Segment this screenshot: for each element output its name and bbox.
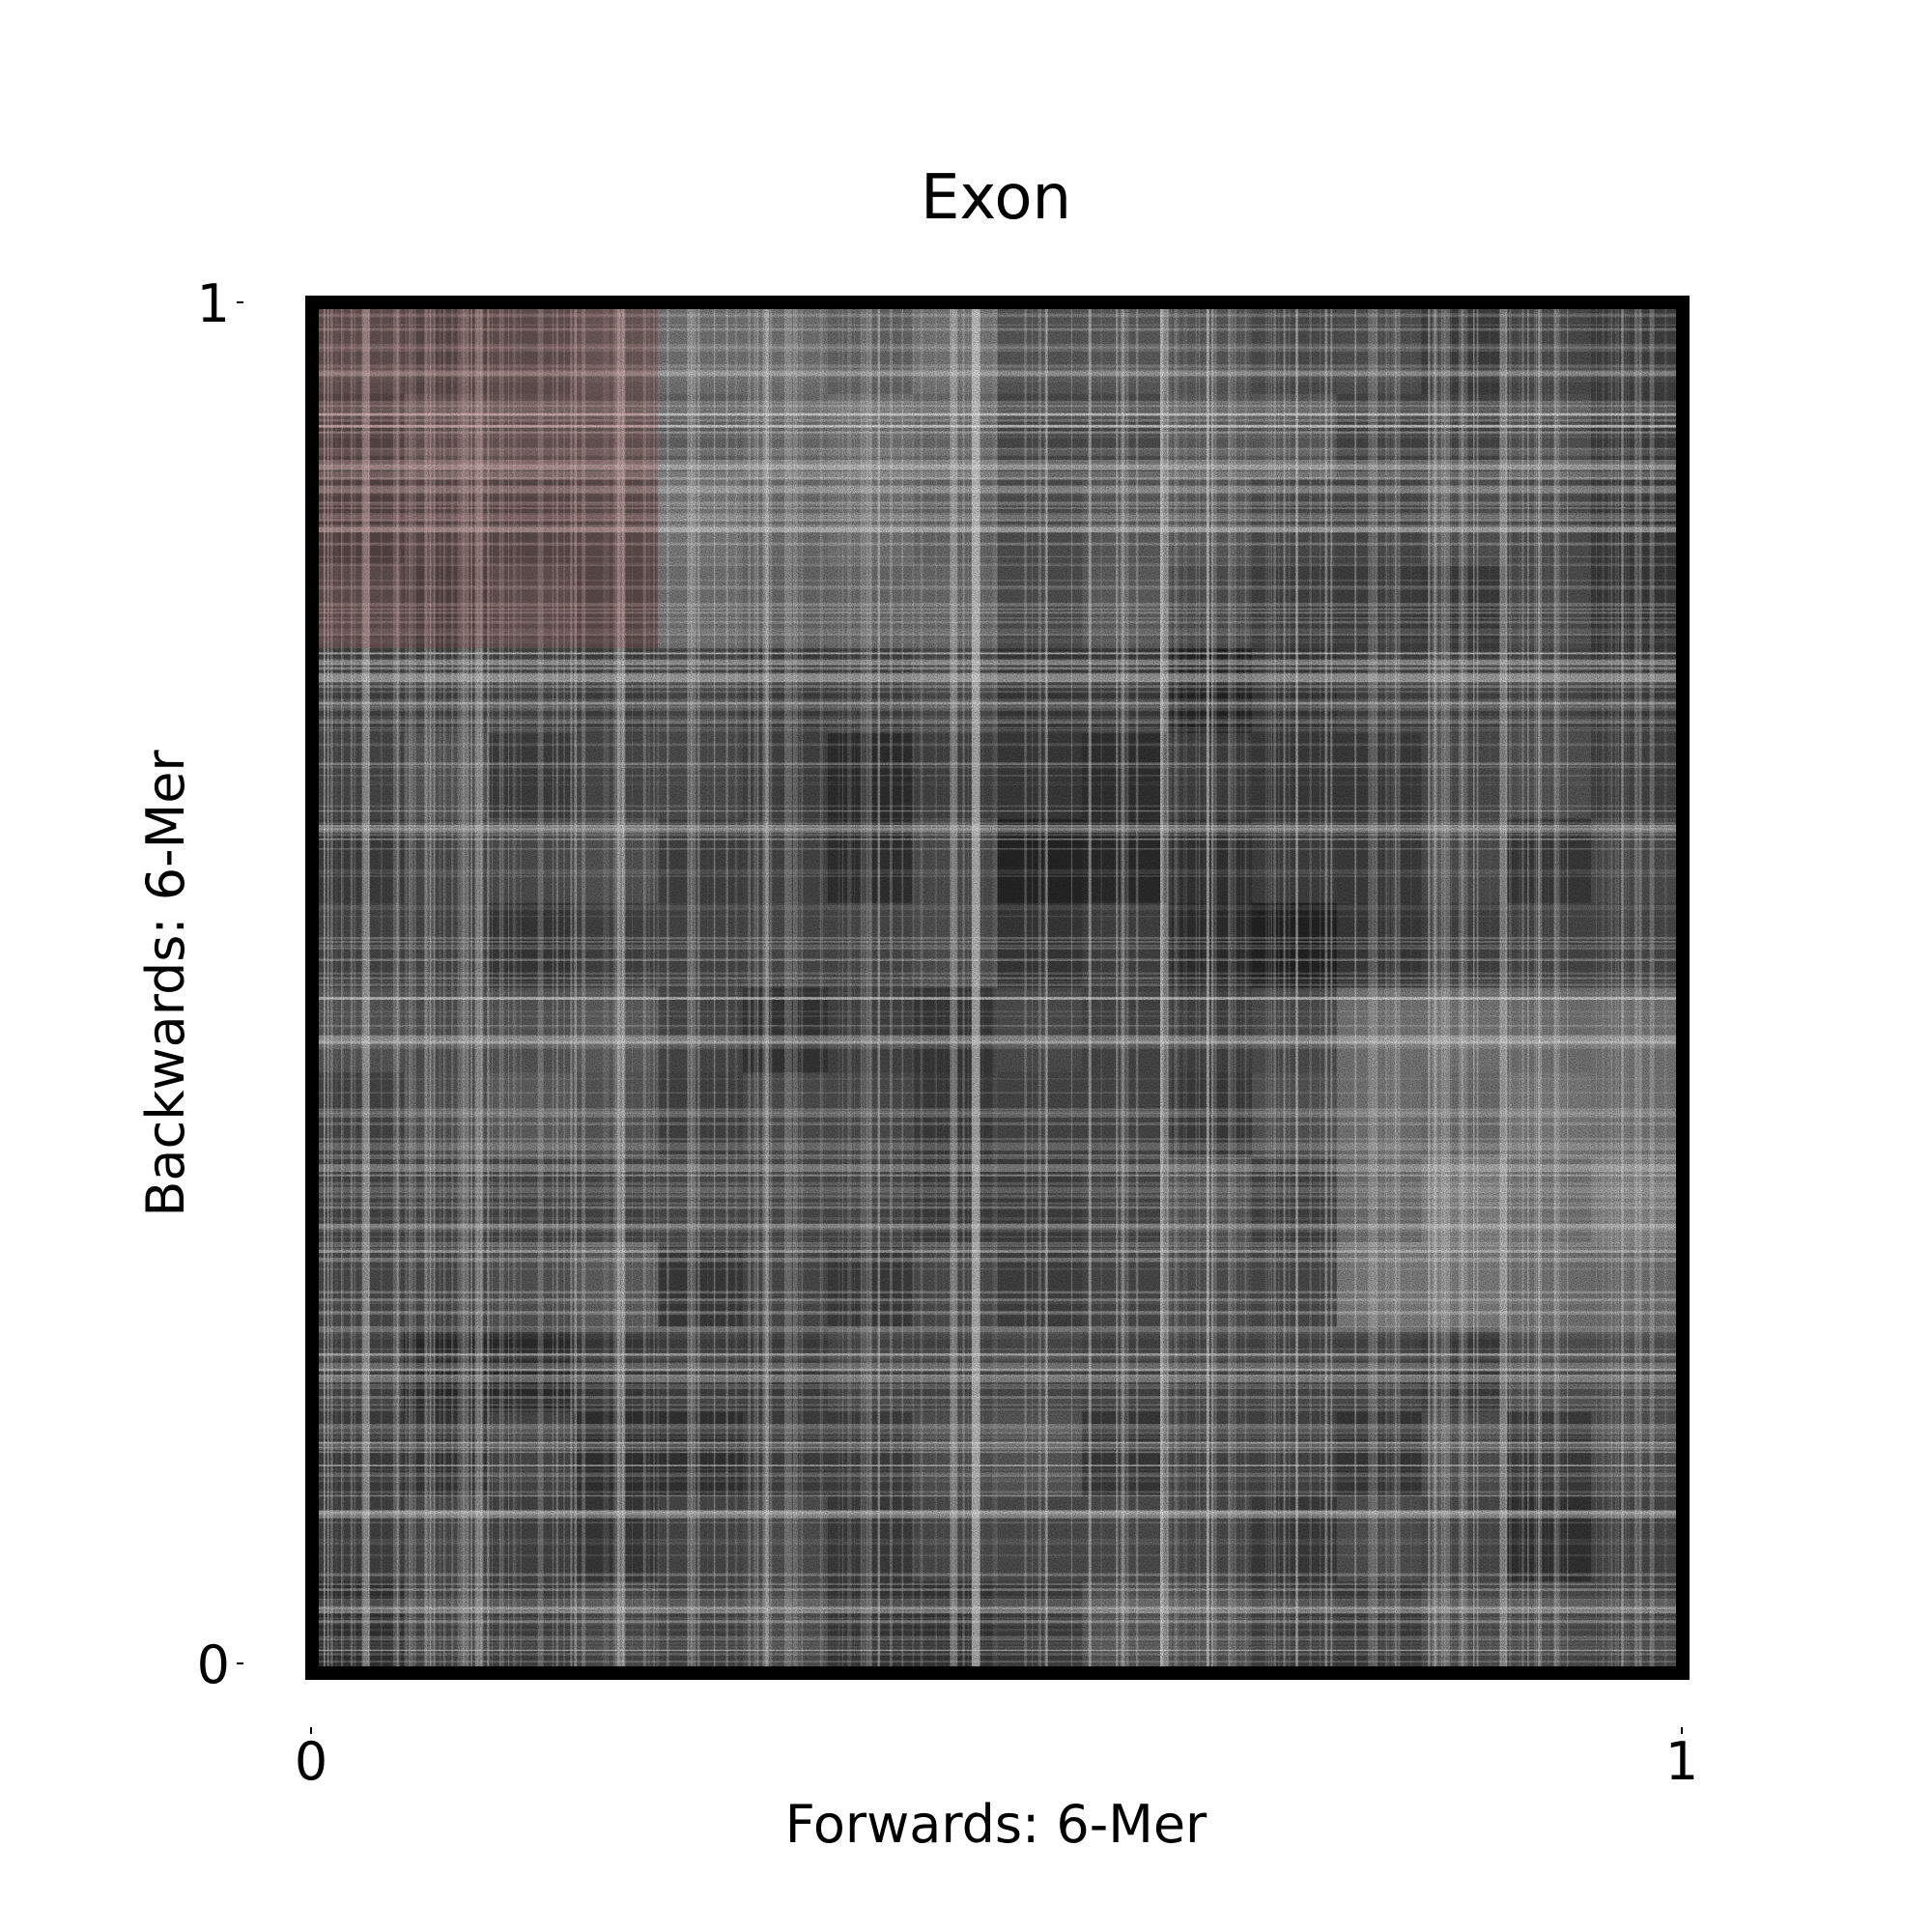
highlight-region	[319, 309, 659, 649]
highlight-region-tint	[319, 309, 659, 649]
x-tick-label-1: 1	[1665, 1731, 1698, 1792]
heatmap-image	[319, 309, 1676, 1666]
x-tick-label-0: 0	[295, 1731, 327, 1792]
y-tick-label-1: 1	[197, 273, 230, 334]
chart-title: Exon	[921, 162, 1071, 234]
y-tick-label-0: 0	[197, 1634, 230, 1695]
x-axis-label: Forwards: 6-Mer	[785, 1794, 1208, 1855]
y-axis-label: Backwards: 6-Mer	[135, 750, 196, 1217]
